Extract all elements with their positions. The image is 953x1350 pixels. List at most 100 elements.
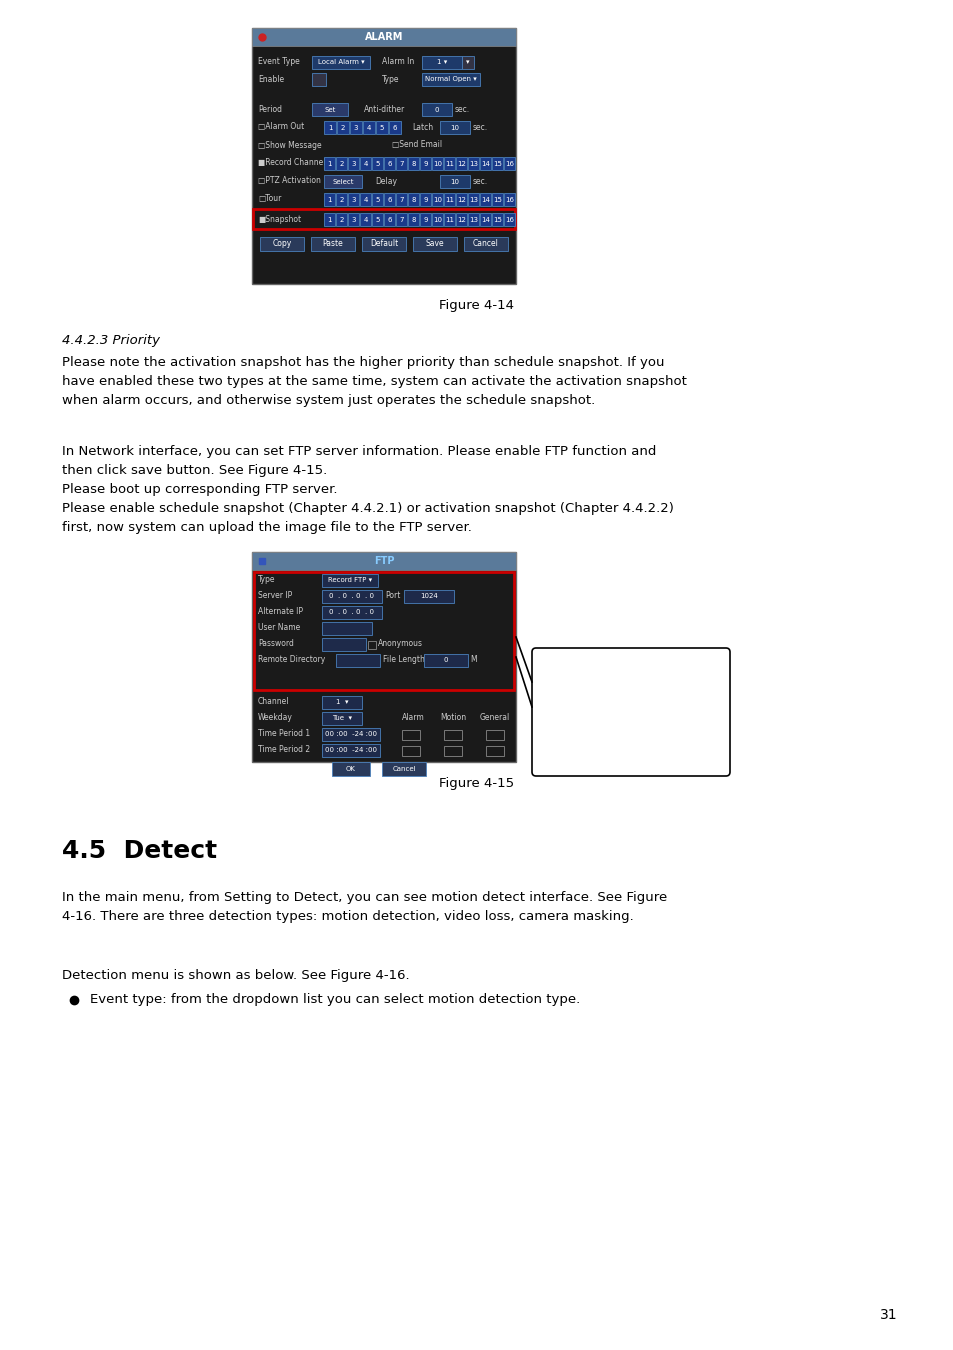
- Text: Channel: Channel: [257, 698, 289, 706]
- Text: Set: Set: [324, 107, 335, 112]
- Bar: [401, 730, 419, 740]
- Text: Local Alarm ▾: Local Alarm ▾: [317, 59, 364, 66]
- Text: when alarm occurs, and otherwise system just operates the schedule snapshot.: when alarm occurs, and otherwise system …: [62, 394, 595, 406]
- Text: OK: OK: [346, 765, 355, 772]
- Bar: [468, 193, 478, 207]
- Text: 2: 2: [339, 216, 343, 223]
- Bar: [408, 157, 418, 170]
- Bar: [252, 28, 516, 46]
- Text: Period: Period: [257, 104, 282, 113]
- Text: 10: 10: [450, 178, 459, 185]
- Bar: [253, 209, 515, 230]
- Text: 4: 4: [363, 216, 367, 223]
- Text: Figure 4-15: Figure 4-15: [439, 778, 514, 791]
- Text: File Length: File Length: [382, 656, 424, 664]
- Text: ALARM: ALARM: [364, 32, 403, 42]
- Bar: [439, 176, 470, 188]
- Bar: [322, 697, 361, 709]
- Text: 13: 13: [469, 161, 477, 166]
- Text: sec.: sec.: [473, 177, 488, 185]
- Text: Password: Password: [257, 640, 294, 648]
- Text: General: General: [479, 714, 510, 722]
- Bar: [503, 213, 515, 225]
- Text: 4.5  Detect: 4.5 Detect: [62, 838, 217, 863]
- Text: 8: 8: [411, 216, 416, 223]
- Text: 16: 16: [504, 161, 514, 166]
- Text: In Network interface, you can set FTP server information. Please enable FTP func: In Network interface, you can set FTP se…: [62, 446, 656, 458]
- Bar: [381, 761, 426, 776]
- Bar: [492, 213, 502, 225]
- Bar: [322, 606, 381, 620]
- Bar: [463, 238, 507, 251]
- Bar: [348, 213, 358, 225]
- Bar: [456, 157, 467, 170]
- Text: 3: 3: [354, 124, 358, 131]
- Bar: [359, 157, 371, 170]
- Text: 4: 4: [366, 124, 371, 131]
- Text: Type: Type: [257, 575, 275, 585]
- Text: 3: 3: [351, 161, 355, 166]
- Text: 1 ▾: 1 ▾: [436, 59, 447, 66]
- Bar: [419, 157, 431, 170]
- Bar: [384, 193, 395, 207]
- Bar: [312, 55, 370, 69]
- Text: 0: 0: [443, 657, 448, 663]
- Bar: [384, 157, 395, 170]
- Bar: [359, 213, 371, 225]
- Text: □Send Email: □Send Email: [392, 140, 441, 150]
- Bar: [372, 193, 382, 207]
- Text: Latch: Latch: [412, 123, 433, 131]
- Bar: [322, 574, 377, 587]
- Text: 1024: 1024: [419, 594, 437, 599]
- Text: 10: 10: [433, 216, 441, 223]
- Text: image FTP.: image FTP.: [547, 744, 611, 757]
- Bar: [443, 730, 461, 740]
- Bar: [335, 193, 347, 207]
- Text: 12: 12: [456, 161, 465, 166]
- Text: 9: 9: [423, 161, 427, 166]
- Bar: [375, 122, 388, 134]
- Text: Time Period 1: Time Period 1: [257, 729, 310, 738]
- Text: 2: 2: [339, 197, 343, 202]
- Bar: [335, 157, 347, 170]
- Text: 6: 6: [387, 161, 392, 166]
- Text: 5: 5: [379, 124, 384, 131]
- Text: 1: 1: [327, 216, 332, 223]
- Bar: [363, 122, 375, 134]
- Text: 1: 1: [327, 197, 332, 202]
- Bar: [421, 73, 479, 86]
- Text: 14: 14: [480, 216, 490, 223]
- Text: 0  . 0  . 0  . 0: 0 . 0 . 0 . 0: [329, 609, 375, 616]
- Text: 11: 11: [444, 197, 454, 202]
- Text: 0: 0: [435, 107, 438, 112]
- Text: 13: 13: [469, 216, 477, 223]
- Bar: [408, 193, 418, 207]
- Text: Delay: Delay: [375, 177, 396, 185]
- Text: 7: 7: [399, 197, 403, 202]
- Bar: [252, 552, 516, 570]
- Text: 15: 15: [493, 216, 501, 223]
- FancyBboxPatch shape: [532, 648, 729, 776]
- Bar: [322, 711, 361, 725]
- Text: 12: 12: [456, 197, 465, 202]
- Text: Record FTP ▾: Record FTP ▾: [328, 578, 372, 583]
- Text: Please input the: Please input the: [547, 666, 643, 679]
- Text: User Name: User Name: [257, 624, 300, 633]
- Bar: [324, 122, 335, 134]
- Bar: [348, 157, 358, 170]
- Bar: [253, 572, 514, 690]
- Text: Default: Default: [370, 239, 397, 248]
- Bar: [443, 213, 455, 225]
- Bar: [479, 193, 491, 207]
- Text: □Alarm Out: □Alarm Out: [257, 123, 304, 131]
- Text: Enable: Enable: [257, 74, 284, 84]
- Bar: [468, 157, 478, 170]
- Text: 12: 12: [456, 216, 465, 223]
- Bar: [413, 238, 456, 251]
- Text: here, if you just upload the: here, if you just upload the: [547, 718, 707, 730]
- Bar: [503, 193, 515, 207]
- Text: ▾: ▾: [466, 59, 469, 66]
- Text: 15: 15: [493, 197, 501, 202]
- Bar: [456, 193, 467, 207]
- Text: 11: 11: [444, 161, 454, 166]
